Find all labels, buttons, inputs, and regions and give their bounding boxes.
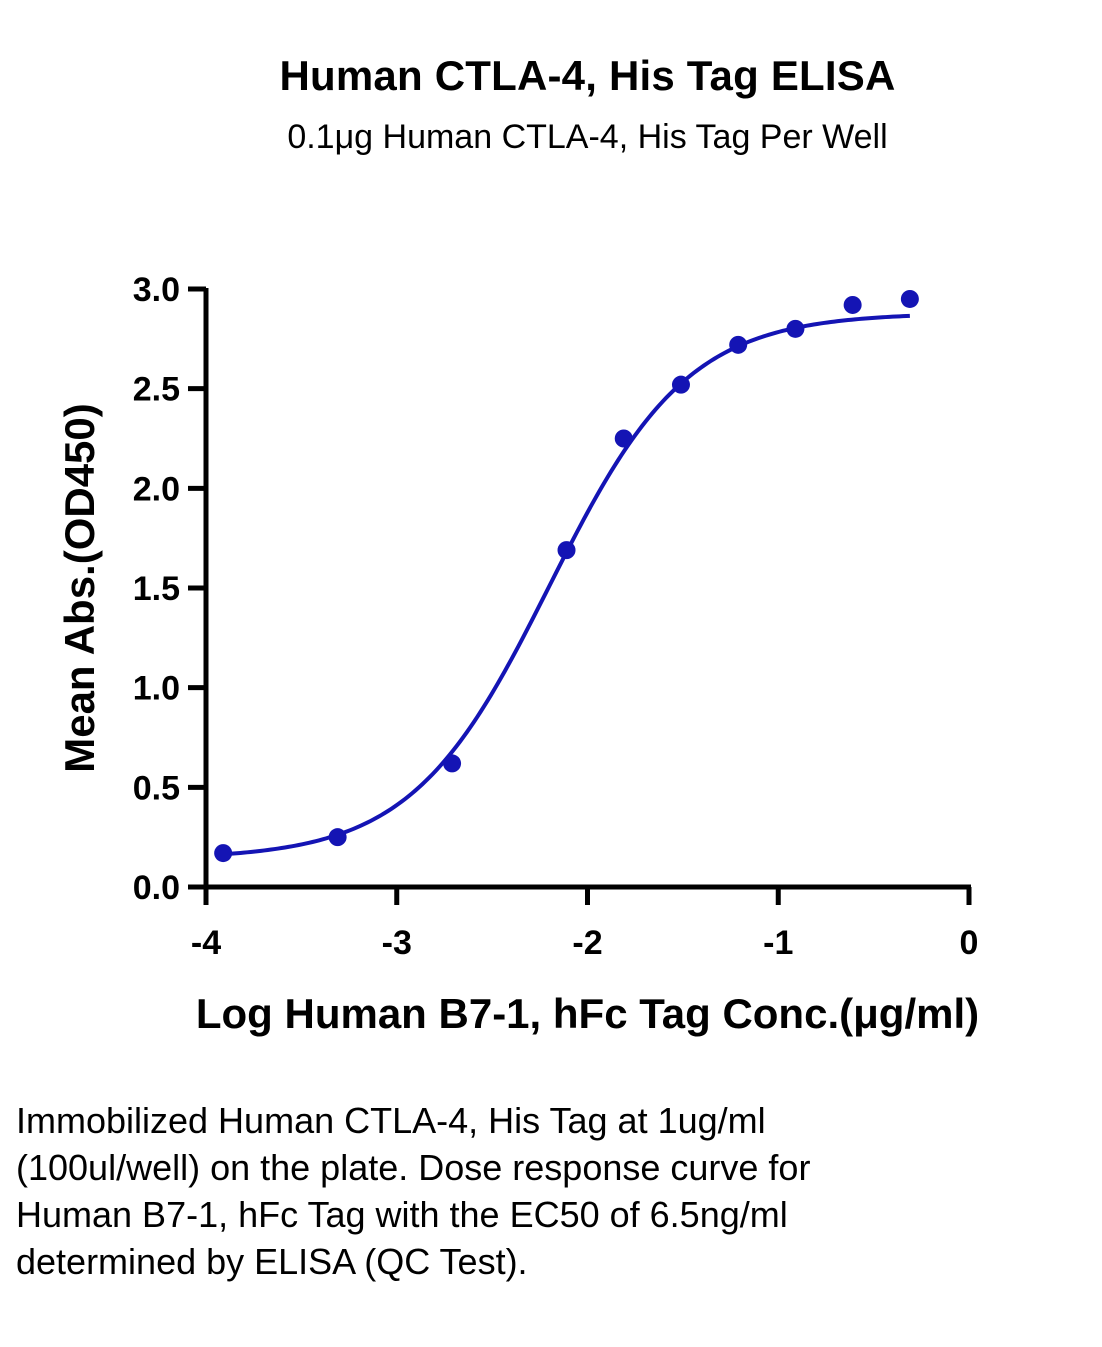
y-axis-label: Mean Abs.(OD450)	[56, 403, 103, 773]
fit-curve-layer	[223, 313, 910, 857]
y-tick-label: 2.5	[133, 371, 180, 409]
data-point	[557, 541, 576, 560]
y-tick-label: 1.0	[133, 670, 180, 708]
y-tick-label: 0.5	[133, 769, 180, 807]
y-tick-label: 2.0	[133, 470, 180, 508]
data-points-layer	[214, 289, 919, 863]
x-tick-label: -4	[191, 924, 221, 962]
x-axis-label: Log Human B7-1, hFc Tag Conc.(μg/ml)	[195, 990, 980, 1037]
chart-title: Human CTLA-4, His Tag ELISA	[279, 52, 896, 99]
x-tick-label: 0	[960, 924, 979, 962]
data-point	[328, 828, 347, 847]
data-point	[843, 295, 862, 314]
figure-caption: Immobilized Human CTLA-4, His Tag at 1ug…	[16, 1100, 811, 1282]
chart-axes	[203, 288, 971, 890]
x-axis-ticks: -4 -3 -2 -1 0	[191, 887, 979, 962]
x-tick-label: -3	[382, 924, 412, 962]
chart-plot-area: -4 -3 -2 -1 0 0.0 0.5 1.0 1.5 2.0 2.5 3.0	[133, 271, 979, 962]
chart-subtitle: 0.1μg Human CTLA-4, His Tag Per Well	[287, 118, 888, 156]
data-point	[786, 319, 805, 338]
data-point	[214, 844, 233, 863]
x-tick-label: -2	[572, 924, 602, 962]
y-tick-label: 0.0	[133, 869, 180, 907]
data-point	[671, 375, 690, 394]
x-tick-label: -1	[763, 924, 793, 962]
data-point	[900, 289, 919, 308]
data-point	[729, 335, 748, 354]
y-axis-ticks: 0.0 0.5 1.0 1.5 2.0 2.5 3.0	[133, 271, 206, 907]
data-point	[614, 429, 633, 448]
y-tick-label: 3.0	[133, 271, 180, 309]
y-tick-label: 1.5	[133, 570, 180, 608]
data-point	[443, 754, 462, 773]
fit-curve	[223, 313, 910, 857]
